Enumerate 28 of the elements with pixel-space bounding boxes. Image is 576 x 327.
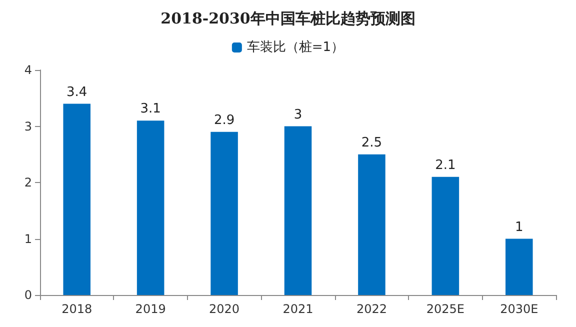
y-tick-label: 3	[24, 119, 32, 134]
y-tick-label: 4	[24, 63, 32, 77]
x-tick-label: 2021	[282, 302, 314, 316]
y-tick-label: 1	[24, 232, 32, 246]
y-tick-label: 0	[24, 288, 32, 302]
data-label: 3.4	[66, 84, 88, 100]
x-tick-label: 2025E	[426, 302, 464, 316]
bar	[136, 120, 164, 295]
legend-label: 车装比（桩=1）	[246, 40, 344, 55]
x-tick-label: 2019	[135, 302, 166, 316]
x-tick-label: 2022	[356, 302, 387, 316]
bar	[63, 104, 90, 295]
x-tick-label: 2030E	[500, 302, 538, 316]
data-label: 2.5	[361, 135, 382, 150]
bar	[284, 126, 312, 295]
x-tick-label: 2018	[62, 302, 92, 316]
chart-title: 2018-2030年中国车桩比趋势预测图	[160, 10, 416, 28]
x-tick-label: 2020	[209, 302, 240, 316]
data-label: 1	[515, 220, 524, 235]
bar	[358, 154, 386, 295]
y-tick-label: 2	[24, 176, 32, 190]
data-label: 2.1	[435, 158, 456, 173]
data-label: 3	[294, 107, 302, 122]
data-label: 2.9	[214, 112, 235, 128]
bar	[432, 176, 460, 295]
bar	[210, 132, 238, 295]
data-label: 3.1	[140, 102, 161, 117]
bar	[506, 238, 533, 295]
